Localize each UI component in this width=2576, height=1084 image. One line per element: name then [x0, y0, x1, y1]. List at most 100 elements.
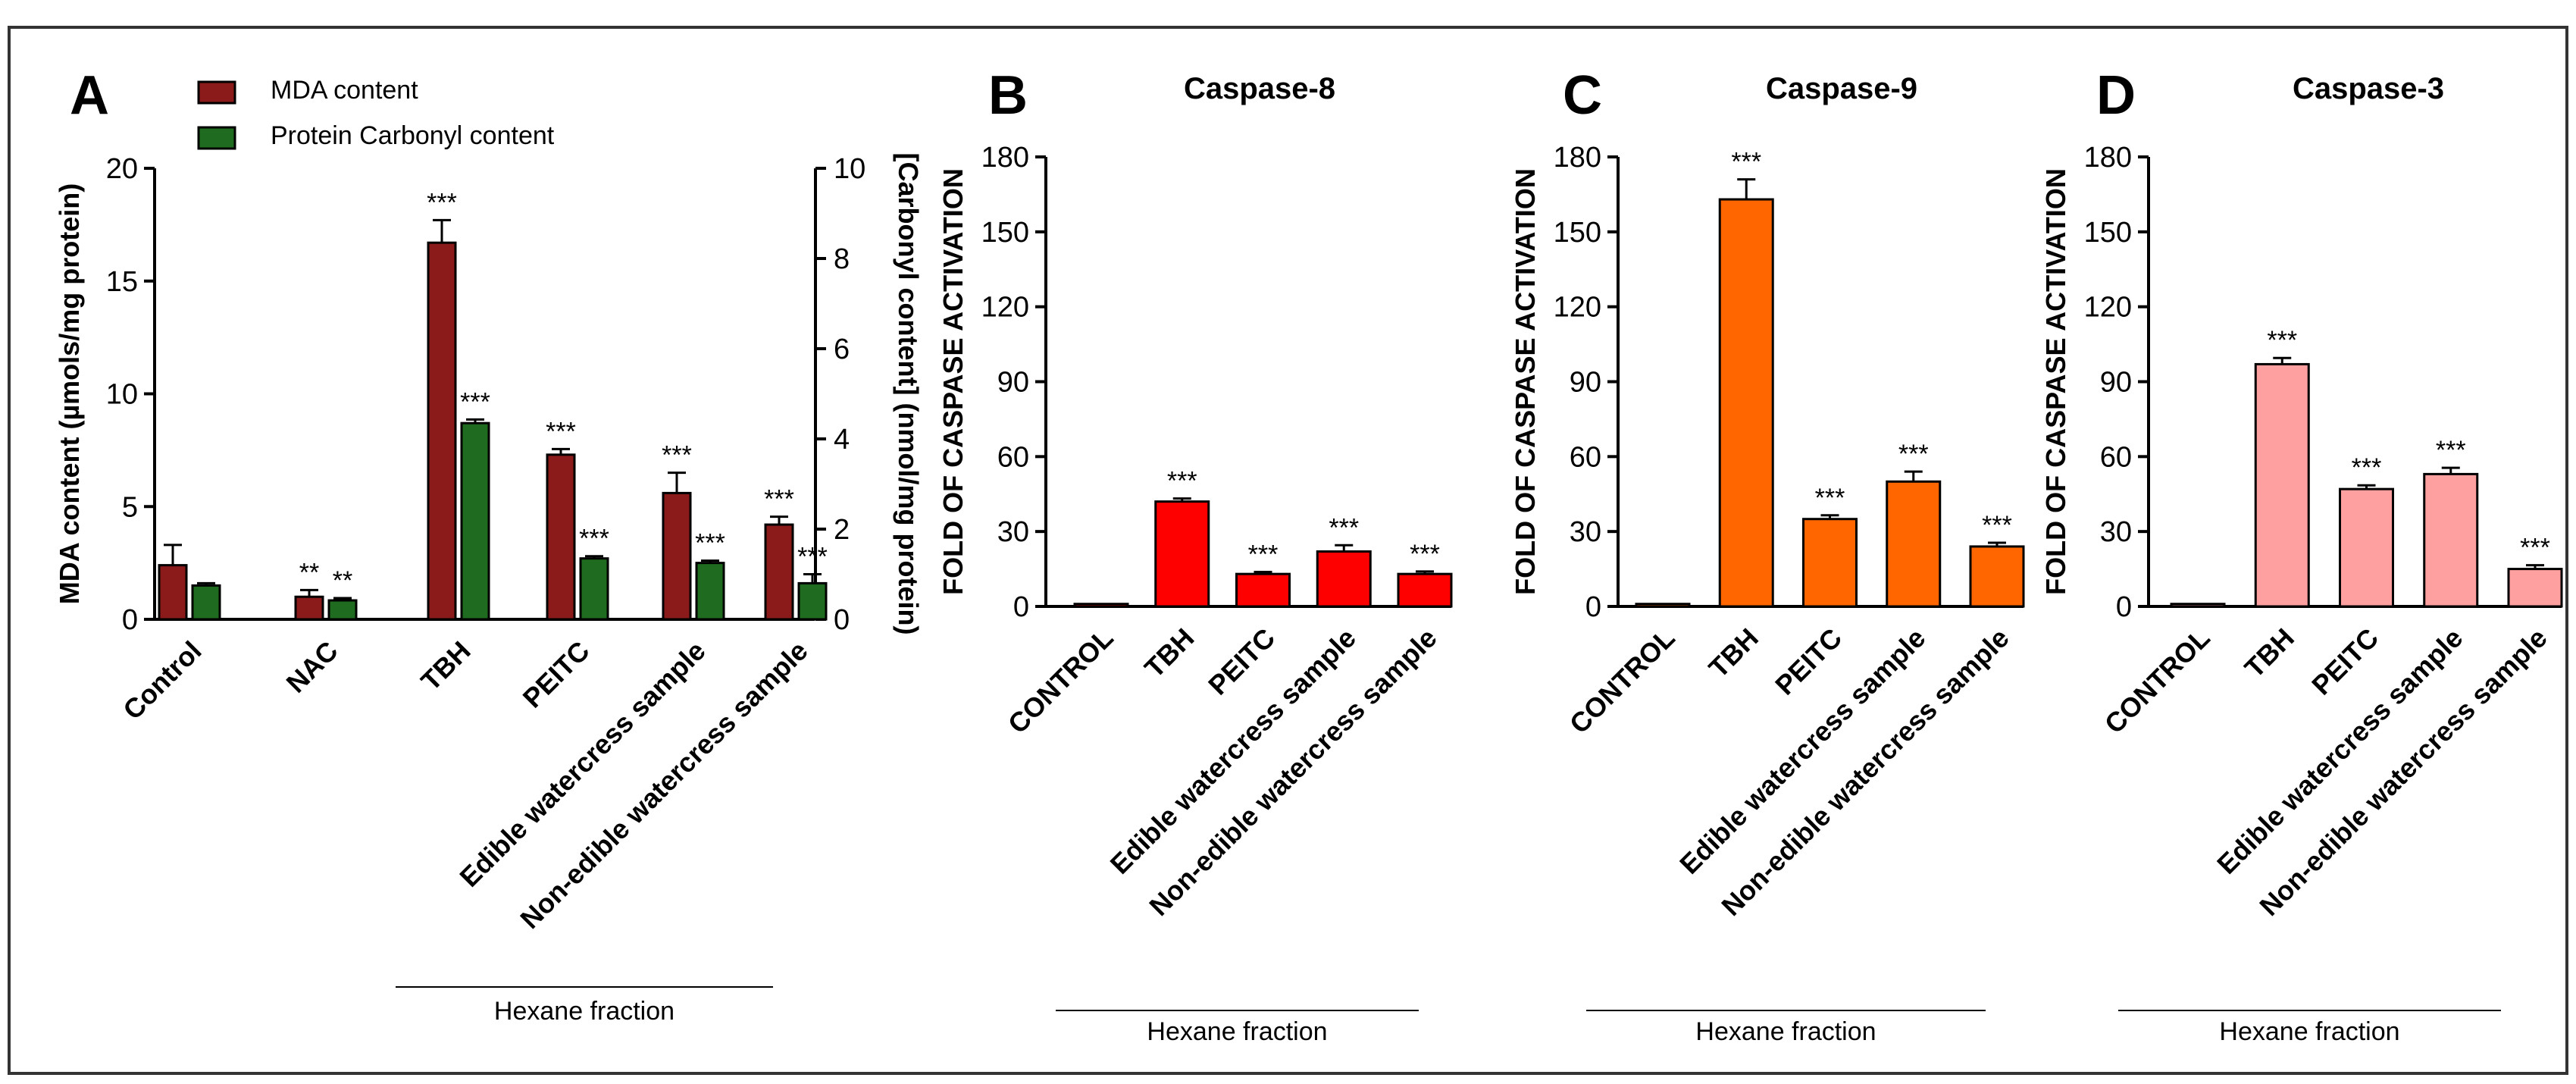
bar	[294, 595, 324, 621]
bar	[1969, 545, 2025, 608]
y-tick-label: 20	[106, 153, 138, 185]
bar	[1154, 500, 1210, 608]
y2-tick-label: 10	[834, 153, 865, 185]
bar	[158, 564, 188, 621]
significance-label: ***	[1815, 484, 1845, 512]
legend-label: MDA content	[271, 76, 418, 105]
y-tick-label: 60	[2100, 441, 2132, 473]
panel-letter: B	[988, 65, 1028, 126]
y-axis-title: FOLD OF CASPASE ACTIVATION	[2040, 168, 2071, 595]
y-tick-label: 180	[981, 142, 1029, 174]
chart-title: Caspase-9	[1766, 72, 1917, 105]
y-axis-title: FOLD OF CASPASE ACTIVATION	[1510, 168, 1541, 595]
significance-label: **	[299, 558, 319, 587]
group-label: Hexane fraction	[1147, 1017, 1327, 1046]
y-tick-label: 60	[1570, 441, 1601, 473]
bar	[797, 581, 828, 621]
bar	[1718, 198, 1774, 608]
panel-letter: A	[70, 65, 109, 126]
bar	[2254, 362, 2310, 608]
significance-label: ***	[1731, 148, 1761, 177]
y-tick-label: 120	[1554, 292, 1601, 324]
significance-label: ***	[1982, 511, 2012, 540]
group-label: Hexane fraction	[2219, 1017, 2399, 1046]
group-label: Hexane fraction	[1695, 1017, 1876, 1046]
y2-tick-label: 4	[834, 424, 850, 456]
bar	[327, 599, 358, 621]
y-tick-label: 180	[1554, 142, 1601, 174]
y2-tick-label: 2	[834, 514, 850, 546]
bar	[579, 557, 609, 621]
legend-swatch	[197, 126, 236, 150]
significance-label: ***	[427, 188, 457, 217]
y-tick-label: 5	[122, 491, 138, 523]
significance-label: ***	[1167, 467, 1197, 496]
bar	[2339, 487, 2394, 608]
y-tick-label: 0	[1013, 591, 1029, 623]
significance-label: **	[333, 566, 352, 595]
significance-label: ***	[797, 543, 828, 572]
figure-border	[8, 26, 2568, 1075]
significance-label: ***	[579, 525, 609, 553]
y-axis-title: MDA content (µmols/mg protein)	[54, 183, 85, 604]
y-tick-label: 15	[106, 266, 138, 298]
legend-swatch	[197, 80, 236, 105]
bar	[2507, 568, 2563, 608]
significance-label: ***	[1898, 440, 1929, 468]
bar	[2423, 472, 2479, 608]
y-tick-label: 90	[1570, 367, 1601, 399]
y2-tick-label: 8	[834, 243, 850, 275]
y-tick-label: 120	[2084, 292, 2132, 324]
y-tick-label: 10	[106, 379, 138, 411]
y-tick-label: 30	[997, 516, 1029, 548]
significance-label: ***	[2267, 326, 2297, 355]
bar	[191, 584, 221, 621]
y-tick-label: 0	[2116, 591, 2132, 623]
panel-letter: D	[2096, 65, 2136, 126]
chart-title: Caspase-3	[2293, 72, 2444, 105]
group-label: Hexane fraction	[494, 997, 675, 1026]
y-tick-label: 150	[2084, 217, 2132, 249]
bar	[2170, 603, 2226, 608]
y-tick-label: 120	[981, 292, 1029, 324]
legend-label: Protein Carbonyl content	[271, 121, 555, 150]
significance-label: ***	[546, 417, 576, 446]
y2-tick-label: 0	[834, 604, 850, 636]
bar	[1635, 603, 1691, 608]
y2-tick-label: 6	[834, 334, 850, 365]
y-tick-label: 150	[981, 217, 1029, 249]
y-tick-label: 0	[1585, 591, 1601, 623]
bar	[695, 562, 725, 621]
bar	[1235, 572, 1291, 608]
significance-label: ***	[2352, 453, 2382, 482]
significance-label: ***	[695, 529, 725, 558]
bar	[1397, 572, 1453, 608]
bar	[1802, 518, 1858, 608]
y-tick-label: 150	[1554, 217, 1601, 249]
panel-letter: C	[1563, 65, 1602, 126]
chart-title: Caspase-8	[1184, 72, 1335, 105]
significance-label: ***	[2436, 436, 2466, 465]
significance-label: ***	[764, 485, 794, 514]
bar	[1073, 603, 1129, 608]
y-tick-label: 0	[122, 604, 138, 636]
bar	[460, 421, 490, 621]
y-tick-label: 30	[2100, 516, 2132, 548]
significance-label: ***	[1410, 540, 1440, 569]
y-tick-label: 180	[2084, 142, 2132, 174]
bar	[764, 523, 794, 621]
significance-label: ***	[2520, 534, 2550, 562]
y2-axis-title: [Carbonyl content] (nmol/mg protein)	[893, 153, 924, 635]
y-tick-label: 60	[997, 441, 1029, 473]
bar	[1316, 550, 1372, 608]
significance-label: ***	[460, 387, 490, 416]
bar	[662, 491, 692, 621]
y-tick-label: 30	[1570, 516, 1601, 548]
y-tick-label: 90	[997, 367, 1029, 399]
bar	[546, 453, 576, 621]
y-tick-label: 90	[2100, 367, 2132, 399]
significance-label: ***	[662, 441, 692, 470]
bar	[427, 241, 457, 621]
significance-label: ***	[1329, 513, 1359, 542]
